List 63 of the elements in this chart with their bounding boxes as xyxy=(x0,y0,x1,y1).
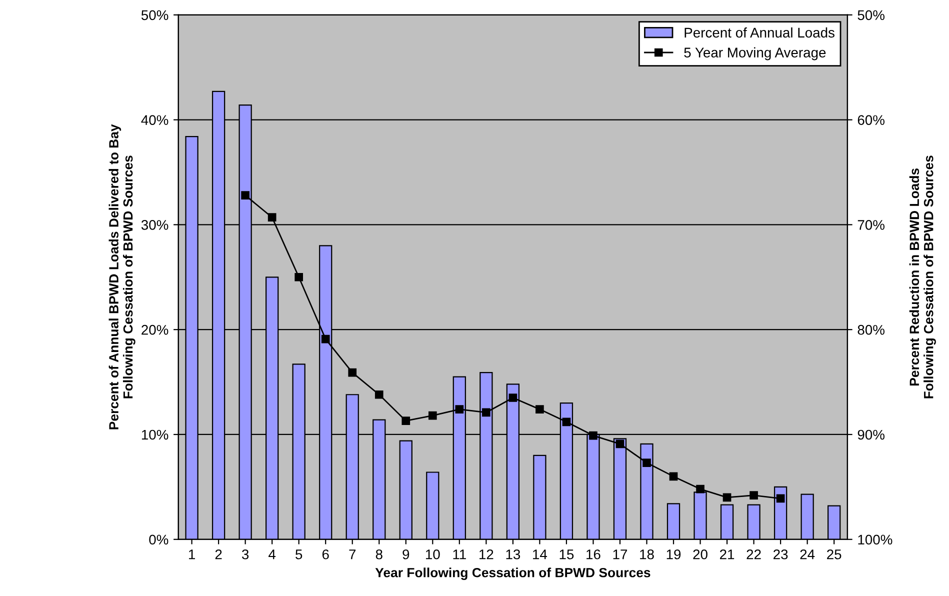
point xyxy=(482,408,490,417)
x-tick-label: 13 xyxy=(506,549,520,560)
y-tick-label: 40% xyxy=(141,115,168,125)
x-tick-label: 8 xyxy=(376,549,382,560)
point xyxy=(241,191,250,200)
y2-tick-label: 60% xyxy=(858,115,884,125)
x-tick-label: 7 xyxy=(349,550,356,560)
point xyxy=(616,440,624,448)
point xyxy=(536,405,544,414)
x-tick-label: 12 xyxy=(480,549,494,560)
point xyxy=(722,493,732,502)
legend-label: Percent of Annual Loads xyxy=(684,27,834,38)
x-tick-label: 15 xyxy=(560,550,574,560)
x-tick-label: 11 xyxy=(453,550,466,560)
x-tick-label: 4 xyxy=(268,550,276,560)
point xyxy=(642,458,651,467)
point xyxy=(455,405,464,414)
y2-tick-label: 100% xyxy=(858,534,892,545)
legend-label: 5 Year Moving Average xyxy=(684,47,826,60)
point xyxy=(562,418,571,426)
x-tick-label: 18 xyxy=(640,549,654,560)
y2-tick-label: 50% xyxy=(858,10,884,20)
point xyxy=(402,416,410,426)
point xyxy=(374,390,384,399)
y2-tick-label: 70% xyxy=(858,220,884,230)
point xyxy=(294,272,304,282)
x-tick-label: 3 xyxy=(242,549,249,560)
x-tick-label: 22 xyxy=(746,549,761,560)
x-tick-label: 17 xyxy=(613,550,628,560)
x-tick-label: 5 xyxy=(296,550,302,560)
x-tick-label: 19 xyxy=(666,549,681,560)
point xyxy=(750,491,758,500)
x-tick-label: 16 xyxy=(586,549,600,560)
x-tick-label: 23 xyxy=(774,549,788,560)
x-tick-label: 2 xyxy=(215,549,222,560)
y-tick-label: 50% xyxy=(141,10,168,20)
x-tick-label: 10 xyxy=(426,549,440,560)
x-tick-label: 20 xyxy=(693,549,708,560)
y-tick-label: 0% xyxy=(149,534,168,545)
x-tick-label: 25 xyxy=(827,549,842,560)
x-tick-label: 1 xyxy=(188,550,195,560)
x-tick-label: 21 xyxy=(720,549,734,560)
y-tick-label: 20% xyxy=(142,324,168,335)
point xyxy=(669,472,678,481)
y-axis-title: Percent of Annual BPWD Loads Delivered to Bay Following Cessation of BPWD Sources xyxy=(108,124,136,430)
point xyxy=(696,484,704,494)
point xyxy=(508,394,518,402)
y-tick-label: 30% xyxy=(141,220,168,230)
x-axis-title: Year Following Cessation of BPWD Sources xyxy=(375,568,650,580)
y2-tick-label: 90% xyxy=(858,430,884,440)
point xyxy=(268,213,276,222)
y2-axis-title: Percent Reduction in BPWD Loads Following Cessation of BPWD Sources xyxy=(909,156,936,398)
point xyxy=(428,411,437,420)
x-tick-label: 14 xyxy=(533,550,548,560)
point xyxy=(321,334,330,344)
y2-tick-label: 80% xyxy=(858,324,884,335)
point xyxy=(776,494,785,503)
x-tick-label: 6 xyxy=(322,549,329,560)
x-tick-label: 24 xyxy=(800,549,815,560)
y-tick-label: 10% xyxy=(142,430,168,440)
x-tick-label: 9 xyxy=(402,549,410,560)
point xyxy=(589,431,598,440)
point xyxy=(348,368,357,377)
